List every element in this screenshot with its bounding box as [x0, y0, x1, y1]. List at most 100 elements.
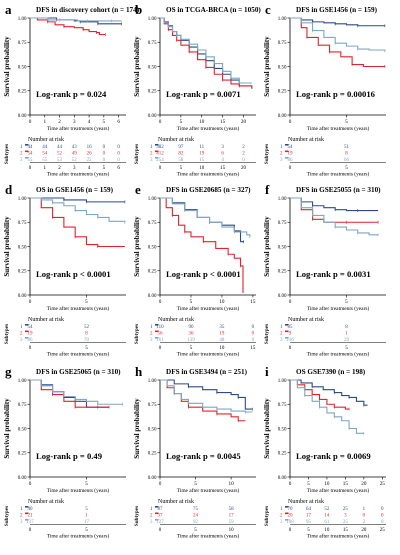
- at-risk-count: 54: [288, 145, 294, 150]
- y-tick-label: 0.25: [18, 270, 27, 275]
- x-tick-label: 3: [73, 119, 76, 125]
- strata-swatch-3: [155, 337, 159, 339]
- km-curve-3: [30, 17, 122, 22]
- panel-title: OS in GSE1456 (n = 159): [36, 186, 114, 194]
- at-risk-count: 110: [156, 325, 164, 330]
- at-risk-count: 4: [221, 158, 224, 163]
- strata-label-3: 3: [280, 338, 283, 343]
- y-tick-label: 0.25: [148, 90, 157, 95]
- at-risk-count: 17: [84, 520, 90, 525]
- panel-i: i OS GSE7390 (n = 198) Survival probabilit…: [263, 364, 386, 540]
- y-tick-label: 0.75: [18, 221, 27, 226]
- strata-swatch-2: [25, 512, 29, 515]
- log-rank-pvalue: Log-rank p = 0.0031: [296, 269, 371, 279]
- x-tick-label: 5: [103, 119, 106, 125]
- strata-label-2: 2: [280, 514, 283, 519]
- at-risk-count: 0: [117, 158, 120, 163]
- at-risk-count: 92: [193, 520, 199, 525]
- km-curve-2: [290, 17, 385, 68]
- at-risk-count: 254: [156, 158, 164, 163]
- risk-table-x-label: Time after treatments (years): [177, 533, 240, 540]
- at-risk-count: 86: [28, 338, 34, 343]
- km-curve-2: [30, 379, 110, 408]
- panel-title: DFS in GSE25055 (n = 310): [296, 186, 381, 194]
- at-risk-count: 17: [229, 514, 235, 519]
- at-risk-count: 0: [252, 325, 255, 330]
- strata-swatch-2: [155, 512, 159, 515]
- strata-swatch-1: [155, 324, 159, 326]
- risk-table-tick-label: 5: [190, 346, 193, 351]
- at-risk-count: 26: [87, 152, 93, 157]
- risk-table-x-label: Time after treatments (years): [177, 171, 240, 178]
- km-curve-2: [30, 197, 125, 248]
- x-axis-label: Time after treatments (years): [47, 125, 110, 132]
- x-tick-label: 0: [29, 299, 32, 305]
- at-risk-count: 3: [221, 145, 224, 150]
- at-risk-count: 5: [85, 507, 88, 512]
- risk-table-tick-label: 20: [241, 166, 247, 171]
- strata-swatch-2: [25, 330, 29, 333]
- y-axis-label: Survival probability: [3, 216, 11, 277]
- y-tick-label: 0.00: [148, 294, 157, 299]
- at-risk-title: Number at risk: [288, 317, 324, 323]
- y-tick-label: 0.75: [148, 41, 157, 46]
- strata-axis-label: Subtypes: [134, 144, 140, 164]
- y-tick-label: 0.75: [18, 41, 27, 46]
- risk-table-tick-label: 10: [229, 528, 235, 533]
- at-risk-count: 0: [103, 158, 106, 163]
- log-rank-pvalue: Log-rank p = 0.0069: [296, 451, 371, 461]
- risk-table-tick-label: 0: [159, 528, 162, 533]
- risk-table-tick-label: 0: [29, 346, 32, 351]
- strata-swatch-2: [155, 150, 159, 153]
- x-axis-label: Time after treatments (years): [47, 487, 110, 494]
- at-risk-count: 8: [85, 332, 88, 337]
- log-rank-pvalue: Log-rank p < 0.0001: [36, 269, 111, 279]
- risk-table-tick-label: 0: [289, 346, 292, 351]
- at-risk-count: 48: [219, 338, 225, 343]
- panel-b: b OS in TCGA-BRCA (n = 1050) Survival prob…: [133, 2, 261, 178]
- strata-axis-label: Subtypes: [134, 506, 140, 526]
- strata-swatch-1: [155, 144, 159, 146]
- at-risk-count: 87: [158, 507, 164, 512]
- strata-swatch-3: [155, 157, 159, 159]
- log-rank-pvalue: Log-rank p = 0.00016: [296, 89, 376, 99]
- at-risk-count: 19: [219, 332, 225, 337]
- y-tick-label: 0.25: [148, 270, 157, 275]
- strata-axis-label: Subtypes: [264, 144, 270, 164]
- y-tick-label: 0.00: [18, 294, 27, 299]
- x-tick-label: 4: [88, 119, 91, 125]
- panel-letter: c: [265, 2, 271, 17]
- panel-letter: h: [135, 364, 143, 379]
- risk-table-x-label: Time after treatments (years): [307, 351, 370, 358]
- strata-axis-label: Subtypes: [4, 506, 10, 526]
- x-tick-label: 2: [58, 119, 61, 125]
- x-axis-label: Time after treatments (years): [177, 305, 240, 312]
- strata-label-3: 3: [280, 520, 283, 525]
- risk-table-tick-label: 0: [289, 528, 292, 533]
- strata-label-3: 3: [150, 158, 153, 163]
- at-risk-count: 56: [158, 332, 164, 337]
- y-tick-label: 1.00: [278, 17, 287, 22]
- at-risk-count: 16: [87, 145, 93, 150]
- y-tick-label: 0.00: [278, 114, 287, 119]
- at-risk-count: 53: [57, 158, 63, 163]
- y-tick-label: 0.25: [278, 452, 287, 457]
- x-tick-label: 5: [345, 299, 348, 305]
- x-tick-label: 10: [219, 299, 225, 305]
- y-tick-label: 0.50: [278, 427, 287, 432]
- x-tick-label: 15: [343, 481, 349, 487]
- at-risk-count: 0: [381, 507, 384, 512]
- x-axis-label: Time after treatments (years): [307, 125, 370, 132]
- km-curve-2: [160, 17, 252, 87]
- panel-letter: a: [5, 2, 12, 17]
- at-risk-count: 82: [178, 152, 184, 157]
- y-tick-label: 0.00: [148, 476, 157, 481]
- risk-table-x-label: Time after treatments (years): [307, 533, 370, 540]
- at-risk-count: 86: [288, 158, 294, 163]
- at-risk-title: Number at risk: [158, 137, 194, 143]
- at-risk-count: 14: [324, 514, 330, 519]
- at-risk-count: 216: [286, 338, 294, 343]
- panel-title: OS GSE7390 (n = 198): [296, 368, 366, 376]
- x-tick-label: 0: [29, 119, 32, 125]
- y-tick-label: 0.75: [278, 403, 287, 408]
